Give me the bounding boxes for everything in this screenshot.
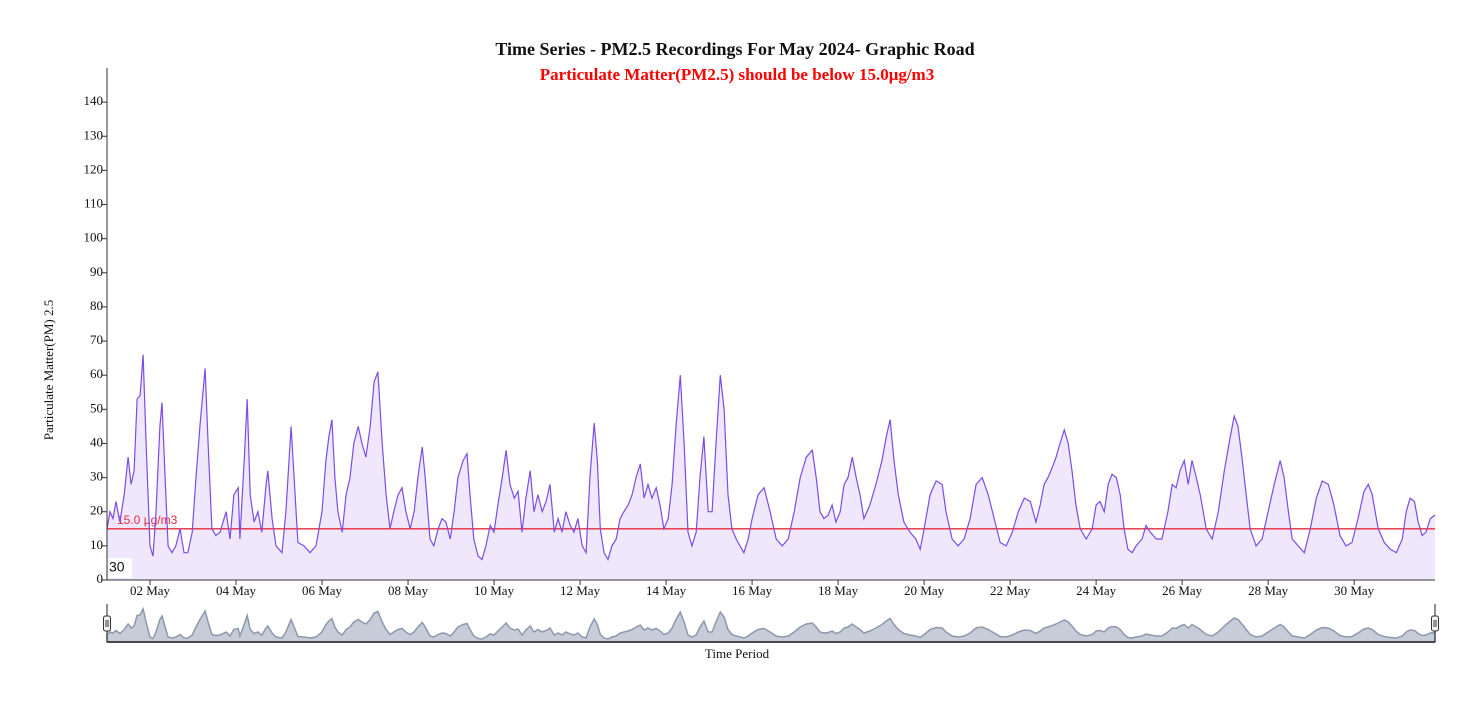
x-tick-label: 30 May <box>1334 583 1375 598</box>
chart-subtitle: Particulate Matter(PM2.5) should be belo… <box>540 65 934 84</box>
x-tick-label: 22 May <box>990 583 1031 598</box>
y-tick-label: 140 <box>84 93 104 108</box>
y-tick-label: 90 <box>90 264 103 279</box>
x-tick-label: 16 May <box>732 583 773 598</box>
x-tick-label: 24 May <box>1076 583 1117 598</box>
y-tick-label: 40 <box>90 434 103 449</box>
y-tick-label: 70 <box>90 332 103 347</box>
annotation-box <box>108 558 132 578</box>
navigator-handle[interactable] <box>1431 615 1439 632</box>
navigator-handle[interactable] <box>103 615 111 632</box>
line <box>106 354 1436 562</box>
x-axis-label: Time Period <box>705 646 770 661</box>
x-tick-label: 18 May <box>818 583 859 598</box>
chart-title: Time Series - PM2.5 Recordings For May 2… <box>495 39 974 59</box>
x-tick-label: 14 May <box>646 583 687 598</box>
y-tick-label: 100 <box>84 230 104 245</box>
y-tick-label: 60 <box>90 366 103 381</box>
x-tick-label: 26 May <box>1162 583 1203 598</box>
y-tick-label: 130 <box>84 127 104 142</box>
y-tick-label: 10 <box>90 537 103 552</box>
annotation: 30 <box>109 559 125 575</box>
x-tick-label: 12 May <box>560 583 601 598</box>
y-tick-label: 0 <box>97 571 104 586</box>
y-tick-label: 20 <box>90 503 103 518</box>
x-tick-label: 02 May <box>130 583 171 598</box>
y-tick-label: 110 <box>84 196 103 211</box>
x-tick-label: 10 May <box>474 583 515 598</box>
y-tick-label: 50 <box>90 400 103 415</box>
x-tick-label: 04 May <box>216 583 257 598</box>
y-tick-label: 30 <box>90 469 103 484</box>
x-tick-label: 06 May <box>302 583 343 598</box>
threshold-label: 15.0 µg/m3 <box>117 513 178 527</box>
navigator-area <box>106 606 1436 643</box>
x-tick-label: 28 May <box>1248 583 1289 598</box>
y-tick-label: 120 <box>84 161 104 176</box>
x-tick-label: 08 May <box>388 583 429 598</box>
y-axis-label: Particulate Matter(PM) 2.5 <box>41 300 56 440</box>
x-tick-label: 20 May <box>904 583 945 598</box>
area <box>107 354 1435 580</box>
y-tick-label: 80 <box>90 298 103 313</box>
